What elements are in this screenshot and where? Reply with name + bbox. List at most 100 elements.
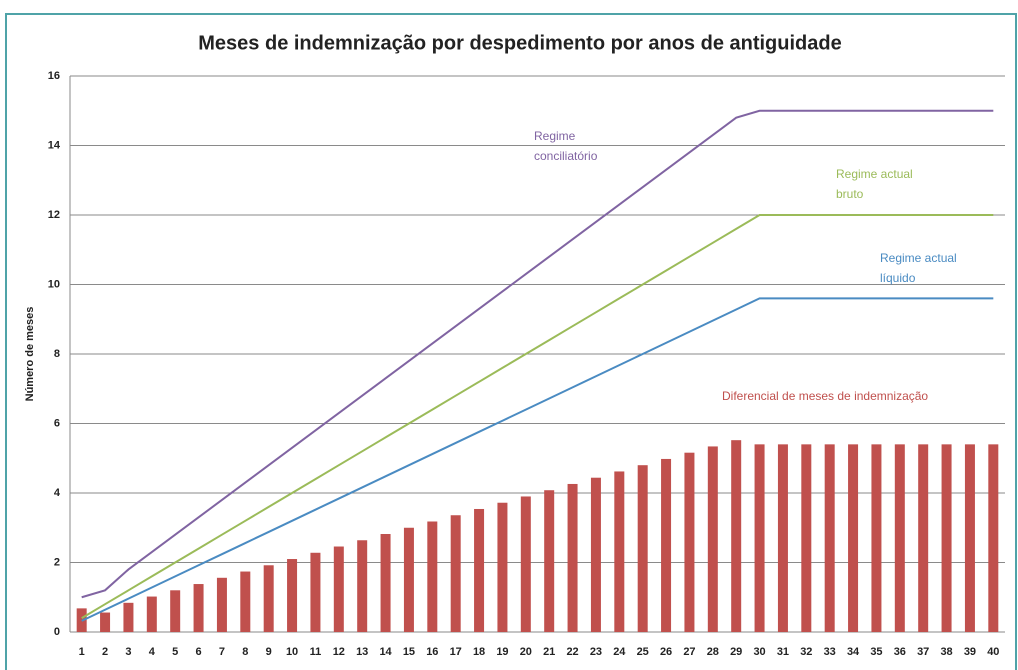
- bar: [123, 602, 134, 632]
- x-tick-label: 29: [730, 646, 742, 658]
- x-tick-label: 37: [917, 646, 929, 658]
- bar: [310, 552, 321, 632]
- bar: [590, 477, 601, 632]
- y-tick-label: 8: [54, 348, 60, 360]
- series-label: Regime actual líquido: [880, 251, 957, 285]
- bar: [240, 571, 251, 632]
- bar: [567, 483, 578, 632]
- bar: [824, 444, 835, 632]
- x-tick-label: 38: [940, 646, 952, 658]
- x-tick-label: 4: [149, 646, 156, 658]
- bar: [614, 471, 625, 632]
- x-tick-label: 17: [450, 646, 462, 658]
- y-tick-label: 6: [54, 417, 60, 429]
- bar: [754, 444, 765, 632]
- x-tick-label: 3: [125, 646, 131, 658]
- bar: [637, 465, 648, 632]
- x-tick-label: 5: [172, 646, 178, 658]
- x-tick-label: 19: [496, 646, 508, 658]
- y-tick-label: 14: [48, 139, 61, 151]
- bar: [216, 577, 227, 632]
- x-tick-label: 25: [637, 646, 649, 658]
- bar: [871, 444, 882, 632]
- x-tick-label: 21: [543, 646, 555, 658]
- x-tick-label: 12: [333, 646, 345, 658]
- x-tick-label: 30: [753, 646, 765, 658]
- x-tick-label: 34: [847, 646, 860, 658]
- series-label: Regime conciliatório: [534, 129, 598, 163]
- bar: [707, 446, 718, 632]
- bar: [731, 440, 742, 632]
- bar: [403, 527, 414, 632]
- x-tick-label: 23: [590, 646, 602, 658]
- chart-title: Meses de indemnização por despedimento p…: [198, 32, 841, 54]
- bar: [100, 612, 111, 632]
- y-tick-label: 0: [54, 626, 60, 638]
- x-tick-label: 18: [473, 646, 485, 658]
- bar: [193, 584, 204, 632]
- x-tick-label: 33: [824, 646, 836, 658]
- bar: [661, 458, 672, 632]
- bar: [427, 521, 438, 632]
- x-tick-label: 15: [403, 646, 415, 658]
- bar: [894, 444, 905, 632]
- x-tick-label: 8: [242, 646, 248, 658]
- x-tick-label: 13: [356, 646, 368, 658]
- bar: [988, 444, 999, 632]
- bar: [333, 546, 344, 632]
- y-tick-label: 2: [54, 556, 60, 568]
- bar: [848, 444, 859, 632]
- bar: [474, 508, 485, 632]
- bar: [918, 444, 929, 632]
- bar: [777, 444, 788, 632]
- x-tick-label: 36: [894, 646, 906, 658]
- x-tick-label: 27: [683, 646, 695, 658]
- bar: [520, 496, 531, 632]
- y-axis-label: Número de meses: [24, 307, 36, 402]
- x-tick-label: 2: [102, 646, 108, 658]
- bar: [801, 444, 812, 632]
- x-tick-label: 7: [219, 646, 225, 658]
- bar: [450, 515, 461, 632]
- x-tick-label: 9: [266, 646, 272, 658]
- x-tick-label: 1: [79, 646, 85, 658]
- x-tick-label: 35: [870, 646, 882, 658]
- frame: [5, 13, 1017, 670]
- bar: [684, 452, 695, 632]
- y-tick-label: 16: [48, 70, 60, 82]
- bar: [544, 490, 555, 632]
- x-tick-label: 31: [777, 646, 789, 658]
- bar: [357, 540, 368, 632]
- bar: [263, 565, 274, 632]
- x-tick-label: 16: [426, 646, 438, 658]
- y-tick-label: 4: [54, 487, 61, 499]
- x-tick-label: 6: [196, 646, 202, 658]
- y-tick-label: 10: [48, 278, 60, 290]
- line: [81, 109, 994, 599]
- bar: [146, 596, 157, 632]
- series-label: Regime actual bruto: [836, 167, 913, 201]
- x-tick-label: 24: [613, 646, 626, 658]
- x-tick-label: 26: [660, 646, 672, 658]
- x-tick-label: 22: [566, 646, 578, 658]
- y-tick-label: 12: [48, 209, 60, 221]
- series-label: Diferencial de meses de indemnização: [722, 389, 929, 403]
- line: [81, 214, 994, 619]
- x-tick-label: 20: [520, 646, 532, 658]
- x-tick-label: 40: [987, 646, 999, 658]
- x-tick-label: 28: [707, 646, 719, 658]
- x-tick-label: 10: [286, 646, 298, 658]
- x-tick-label: 14: [379, 646, 392, 658]
- x-tick-label: 39: [964, 646, 976, 658]
- bar: [964, 444, 975, 632]
- x-tick-label: 32: [800, 646, 812, 658]
- bar: [287, 559, 298, 632]
- line: [81, 297, 994, 622]
- x-tick-label: 11: [310, 646, 322, 658]
- bar: [497, 502, 508, 632]
- bar: [941, 444, 952, 632]
- bar: [170, 590, 181, 632]
- bar: [380, 534, 391, 632]
